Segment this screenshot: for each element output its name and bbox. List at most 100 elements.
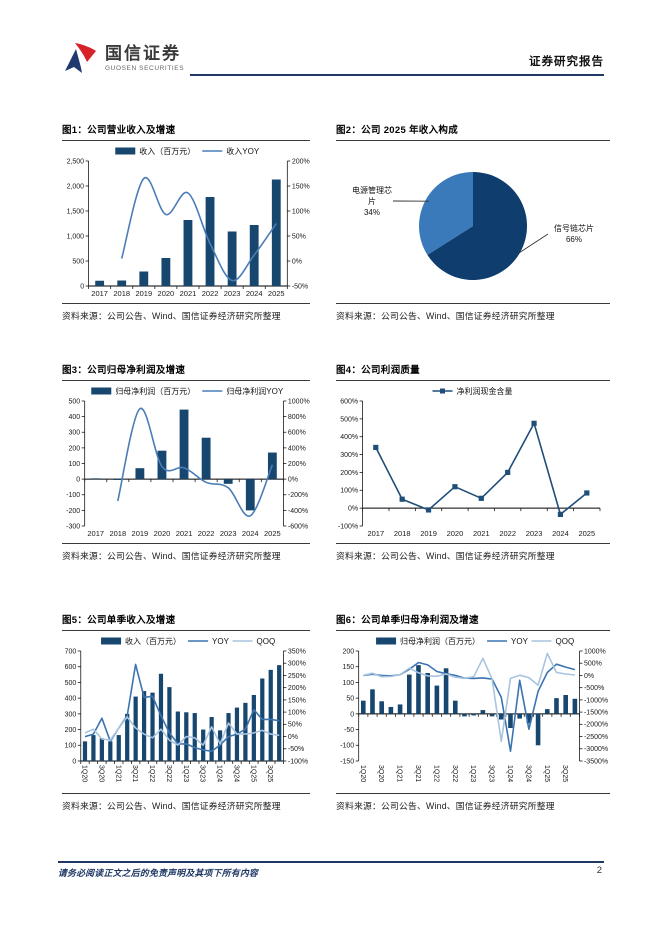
svg-text:1Q24: 1Q24 — [216, 765, 223, 782]
svg-text:500: 500 — [68, 398, 80, 405]
header-divider — [190, 74, 604, 76]
svg-text:-500%: -500% — [584, 685, 604, 692]
svg-text:100%: 100% — [288, 710, 306, 717]
annual-net-profit-growth-chart: 归母净利润（百万元） 归母净利润YOY -300 -200 -100 0 100 200 300… — [66, 386, 310, 538]
quarterly-net-profit-growth-chart: 归母净利润（百万元） YOY QOQ -150 -100 -50 0 50 100 150 200 -… — [340, 636, 608, 782]
svg-text:2022: 2022 — [198, 529, 215, 538]
svg-text:2020: 2020 — [154, 529, 171, 538]
svg-text:0: 0 — [350, 711, 354, 718]
svg-text:100%: 100% — [292, 208, 310, 215]
figure-annual-net-profit: 图3：公司归母净利润及增速 归母净利润（百万元） 归母净利润YOY -300 -200… — [62, 360, 310, 562]
figure-profit-quality: 图4：公司利润质量 净利润现金含量 -100% 0% 100% 200% 300% 400%… — [336, 360, 610, 562]
svg-text:50%: 50% — [292, 233, 306, 240]
svg-text:50%: 50% — [288, 722, 302, 729]
svg-text:1Q25: 1Q25 — [249, 765, 256, 782]
figure-quarterly-net-profit: 图6：公司单季归母净利润及增速 归母净利润（百万元） YOY QOQ -150 -100… — [336, 610, 610, 812]
svg-text:2020: 2020 — [158, 289, 175, 298]
svg-text:500%: 500% — [584, 661, 602, 668]
svg-text:0%: 0% — [288, 734, 298, 741]
svg-text:1Q25: 1Q25 — [543, 765, 550, 782]
svg-text:-100%: -100% — [288, 758, 308, 765]
svg-text:200%: 200% — [292, 158, 310, 165]
svg-text:200: 200 — [342, 648, 354, 655]
svg-text:2025: 2025 — [264, 529, 281, 538]
svg-text:350%: 350% — [288, 648, 306, 655]
svg-text:800%: 800% — [288, 414, 306, 421]
svg-text:信号链芯片: 信号链芯片 — [554, 223, 594, 233]
svg-text:-150: -150 — [340, 758, 354, 765]
svg-text:-2000%: -2000% — [584, 722, 608, 729]
svg-text:-50: -50 — [344, 727, 354, 734]
svg-text:电源管理芯: 电源管理芯 — [352, 185, 392, 195]
guosen-logo: 国信证券 GUOSEN SECURITIES — [62, 40, 184, 76]
svg-text:-1000%: -1000% — [584, 697, 608, 704]
svg-text:3Q25: 3Q25 — [561, 765, 568, 782]
svg-text:-200%: -200% — [288, 492, 308, 499]
figure-source: 资料来源：公司公告、Wind、国信证券经济研究所整理 — [336, 793, 610, 812]
svg-text:2017: 2017 — [367, 529, 384, 538]
svg-text:1000%: 1000% — [288, 398, 310, 405]
svg-text:-2500%: -2500% — [584, 734, 608, 741]
report-type-label: 证券研究报告 — [529, 56, 604, 68]
svg-text:400: 400 — [65, 696, 77, 703]
svg-text:1Q20: 1Q20 — [359, 765, 366, 782]
brand-name-cn: 国信证券 — [105, 43, 181, 63]
figure-source: 资料来源：公司公告、Wind、国信证券经济研究所整理 — [336, 303, 610, 322]
svg-text:150: 150 — [342, 664, 354, 671]
svg-text:150%: 150% — [292, 183, 310, 190]
svg-text:300: 300 — [65, 711, 77, 718]
svg-text:100: 100 — [65, 743, 77, 750]
quarterly-revenue-growth-chart: 收入（百万元） YOY QOQ 0 100 200 300 400 500 600 700 -100%… — [65, 636, 309, 782]
page-number: 2 — [596, 865, 602, 876]
svg-text:QOQ: QOQ — [556, 637, 575, 646]
svg-text:600%: 600% — [340, 398, 358, 405]
svg-text:1Q24: 1Q24 — [506, 765, 513, 782]
svg-text:500: 500 — [65, 680, 77, 687]
svg-text:66%: 66% — [566, 235, 582, 244]
svg-text:200: 200 — [65, 727, 77, 734]
svg-text:3Q21: 3Q21 — [131, 765, 138, 782]
svg-text:1Q21: 1Q21 — [396, 765, 403, 782]
svg-text:200%: 200% — [288, 461, 306, 468]
footer-divider — [58, 861, 604, 863]
svg-text:2019: 2019 — [132, 529, 149, 538]
svg-text:1Q20: 1Q20 — [80, 765, 87, 782]
svg-text:-600%: -600% — [288, 523, 308, 530]
svg-text:0%: 0% — [584, 673, 594, 680]
svg-text:400: 400 — [68, 414, 80, 421]
svg-text:1Q23: 1Q23 — [469, 765, 476, 782]
svg-text:2021: 2021 — [180, 289, 197, 298]
figure-title: 图4：公司利润质量 — [336, 360, 610, 381]
svg-text:2023: 2023 — [220, 529, 237, 538]
svg-text:500: 500 — [72, 258, 84, 265]
svg-text:归母净利润YOY: 归母净利润YOY — [226, 386, 284, 396]
svg-text:-100: -100 — [66, 492, 80, 499]
svg-text:-1500%: -1500% — [584, 710, 608, 717]
svg-text:0%: 0% — [292, 258, 302, 265]
figure-title: 图5：公司单季收入及增速 — [62, 610, 310, 631]
svg-text:2017: 2017 — [91, 289, 108, 298]
svg-text:2023: 2023 — [224, 289, 241, 298]
svg-text:-3500%: -3500% — [584, 758, 608, 765]
svg-text:3Q20: 3Q20 — [377, 765, 384, 782]
svg-text:0%: 0% — [288, 477, 298, 484]
svg-text:2022: 2022 — [202, 289, 219, 298]
svg-text:2024: 2024 — [246, 289, 263, 298]
svg-text:-50%: -50% — [288, 746, 304, 753]
svg-text:2024: 2024 — [242, 529, 259, 538]
svg-text:YOY: YOY — [212, 637, 230, 646]
svg-text:0: 0 — [76, 477, 80, 484]
svg-text:QOQ: QOQ — [257, 637, 276, 646]
svg-text:3Q22: 3Q22 — [451, 765, 458, 782]
svg-text:100: 100 — [342, 680, 354, 687]
svg-text:3Q21: 3Q21 — [414, 765, 421, 782]
svg-text:2022: 2022 — [499, 529, 516, 538]
svg-text:-50%: -50% — [292, 283, 308, 290]
svg-text:300%: 300% — [340, 452, 358, 459]
figure-quarterly-revenue: 图5：公司单季收入及增速 收入（百万元） YOY QOQ 0 100 200 300 400 5… — [62, 610, 310, 812]
svg-text:1Q22: 1Q22 — [148, 765, 155, 782]
svg-text:1,500: 1,500 — [67, 208, 85, 215]
svg-text:0%: 0% — [348, 506, 358, 513]
svg-text:2,500: 2,500 — [67, 158, 85, 165]
